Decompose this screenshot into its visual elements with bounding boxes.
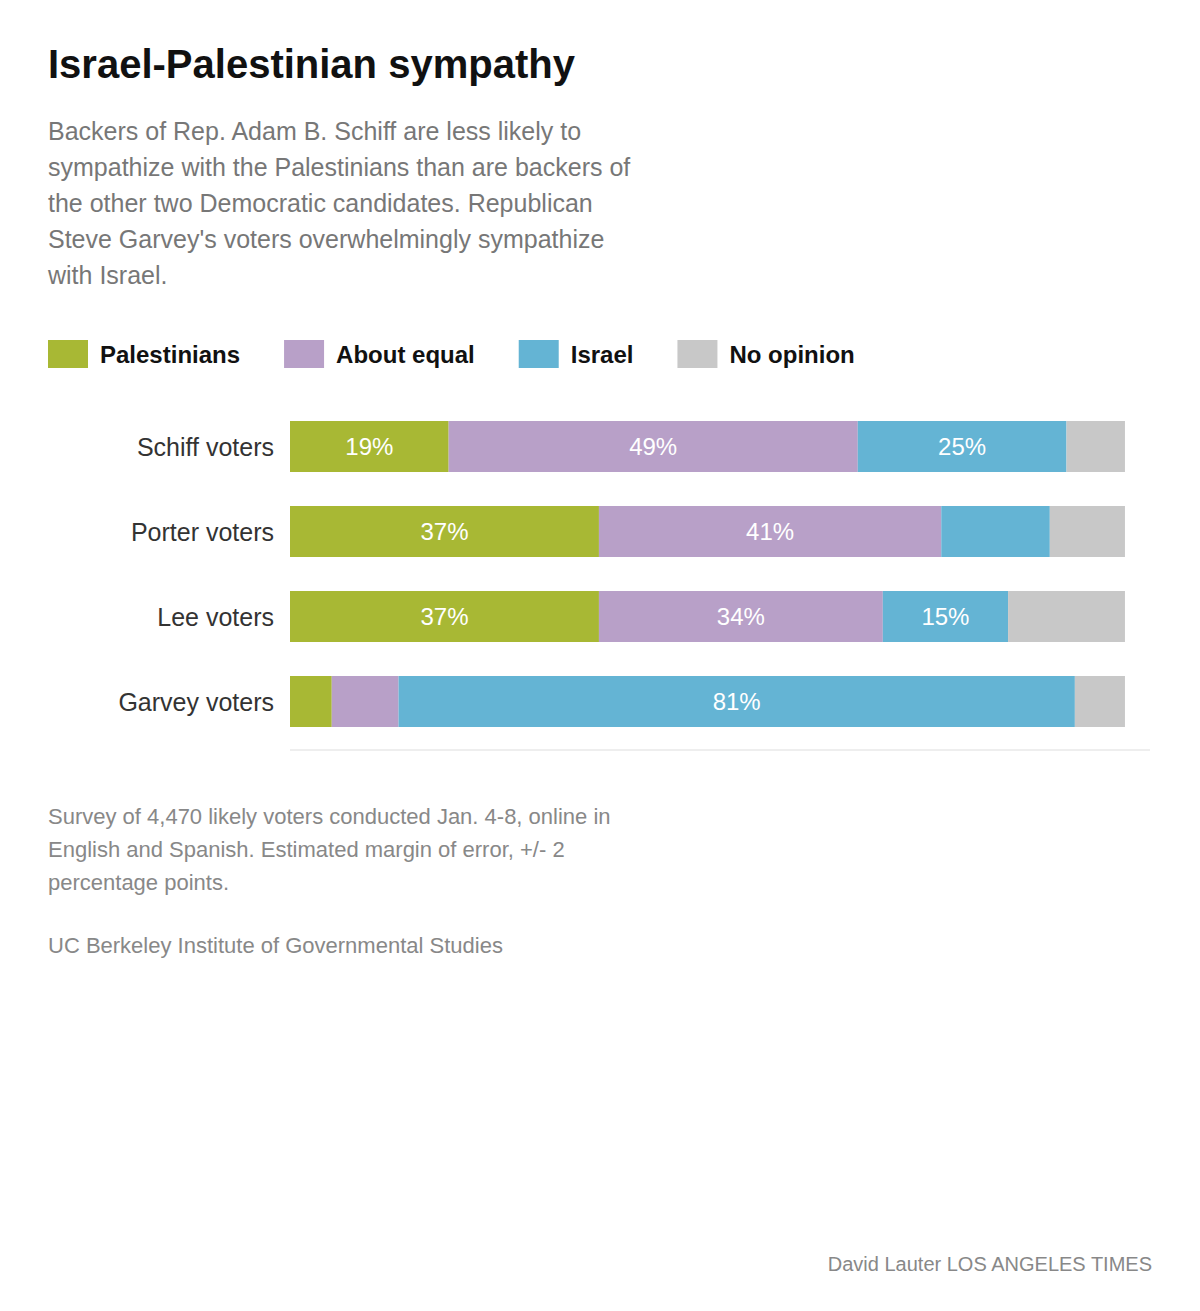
data-labels: 19% 49% 25% 37% 41% 37% 34% 15% 81% [345,433,986,715]
bar-segment [1075,676,1125,727]
legend-label: Israel [571,341,634,368]
category-label: Schiff voters [137,433,274,461]
data-label: 15% [921,603,969,630]
data-label: 49% [629,433,677,460]
credit: David Lauter LOS ANGELES TIMES [828,1253,1152,1275]
footnote: UC Berkeley Institute of Governmental St… [48,933,503,958]
bar-segment [858,421,1067,472]
bar-segment [599,506,941,557]
bar-segment [332,676,399,727]
bar-segment [290,421,449,472]
bar-segment [399,676,1075,727]
background [0,0,1200,1311]
chart: Israel-Palestinian sympathy Backers of Re… [0,0,1200,1311]
data-label: 37% [420,518,468,545]
title: Israel-Palestinian sympathy [48,42,576,86]
bar-segment [290,591,599,642]
footnote: Survey of 4,470 likely voters conducted … [48,804,611,895]
legend-swatch [48,340,88,368]
bar-segment [1050,506,1125,557]
category-label: Garvey voters [118,688,274,716]
data-label: 19% [345,433,393,460]
subtitle: Backers of Rep. Adam B. Schiff are less … [47,117,630,289]
legend-label: Palestinians [100,341,240,368]
bar-segment [449,421,858,472]
bar-segment [883,591,1008,642]
legend-label: About equal [336,341,475,368]
data-label: 37% [420,603,468,630]
bar-segment [941,506,1050,557]
category-label: Porter voters [131,518,274,546]
bar-segment [1008,591,1125,642]
data-label: 34% [717,603,765,630]
legend: Palestinians About equal Israel No opinion [48,340,855,368]
legend-swatch [519,340,559,368]
bars [290,421,1125,727]
bar-segment [290,676,332,727]
legend-swatch [284,340,324,368]
legend-label: No opinion [729,341,854,368]
bar-segment [290,506,599,557]
bar-segment [599,591,883,642]
x-axis-line [290,750,1150,751]
legend-swatch [677,340,717,368]
data-label: 81% [713,688,761,715]
data-label: 25% [938,433,986,460]
category-label: Lee voters [157,603,274,631]
bar-segment [1067,421,1125,472]
data-label: 41% [746,518,794,545]
